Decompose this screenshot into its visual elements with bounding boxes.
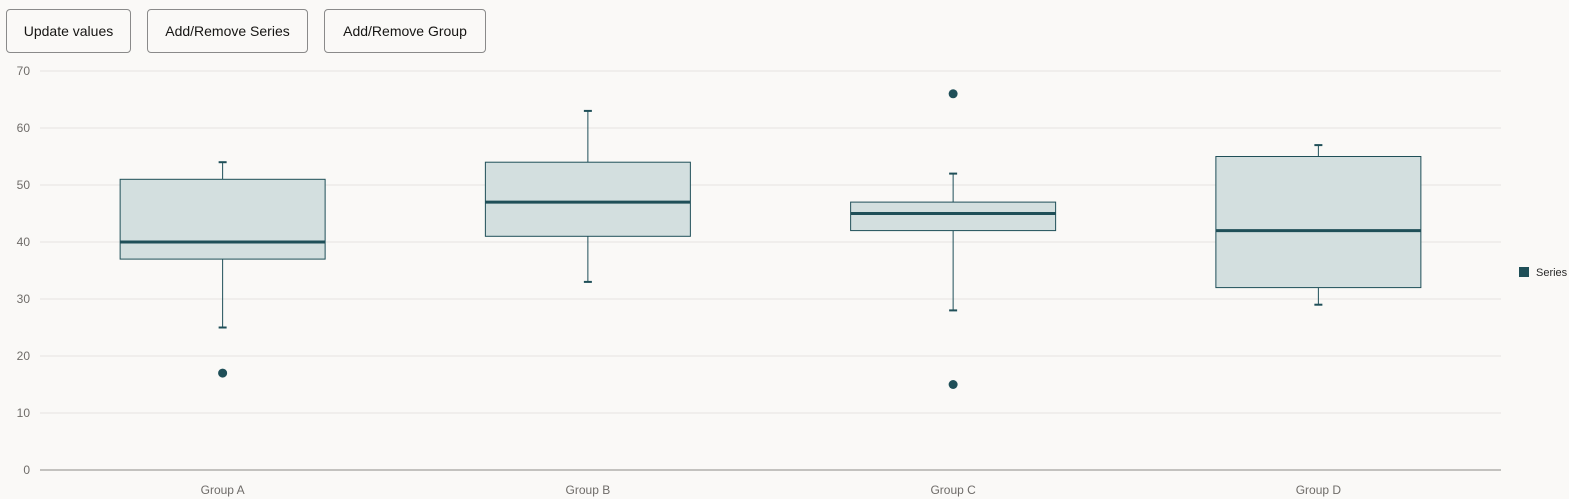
box-group-b[interactable] <box>484 109 691 283</box>
iqr-box[interactable] <box>1215 156 1422 289</box>
tick-labels: 0 10 20 30 40 50 60 70 Group A Group B Group C Grou… <box>17 64 1342 497</box>
toolbar: Update values Add/Remove Series Add/Remo… <box>6 9 486 53</box>
legend-label: Series <box>1536 267 1568 279</box>
outlier-point[interactable] <box>948 89 958 99</box>
box-group-d[interactable] <box>1215 144 1422 306</box>
box-group-c[interactable] <box>850 89 1057 389</box>
box-series[interactable] <box>119 89 1422 389</box>
outlier-point[interactable] <box>948 380 958 389</box>
y-tick-label: 60 <box>17 121 31 135</box>
y-tick-label: 0 <box>23 463 30 477</box>
x-tick-label: Group C <box>930 483 976 497</box>
x-tick-label: Group B <box>566 483 611 497</box>
outlier-point[interactable] <box>218 368 228 378</box>
legend[interactable]: Series <box>1519 267 1568 279</box>
legend-swatch <box>1519 267 1529 277</box>
legend-item[interactable]: Series <box>1519 267 1568 279</box>
iqr-box[interactable] <box>119 178 326 260</box>
x-tick-label: Group A <box>201 483 245 497</box>
y-tick-label: 70 <box>17 64 31 78</box>
box-group-a[interactable] <box>119 161 326 378</box>
update-values-button[interactable]: Update values <box>6 9 131 53</box>
add-remove-group-button[interactable]: Add/Remove Group <box>324 9 486 53</box>
x-tick-label: Group D <box>1296 483 1342 497</box>
y-tick-label: 10 <box>17 406 31 420</box>
iqr-box[interactable] <box>484 161 691 237</box>
y-tick-label: 40 <box>17 235 31 249</box>
add-remove-series-button[interactable]: Add/Remove Series <box>147 9 308 53</box>
y-tick-label: 50 <box>17 178 31 192</box>
iqr-box[interactable] <box>850 201 1057 232</box>
y-tick-label: 20 <box>17 349 31 363</box>
y-tick-label: 30 <box>17 292 31 306</box>
